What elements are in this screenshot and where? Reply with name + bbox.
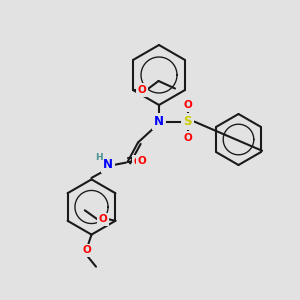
Text: O: O (134, 157, 142, 167)
Text: S: S (183, 115, 192, 128)
Text: O: O (82, 245, 91, 255)
Text: H: H (95, 153, 103, 162)
Text: O: O (98, 214, 107, 224)
Text: N: N (154, 115, 164, 128)
Text: O: O (137, 155, 146, 166)
Text: N: N (103, 158, 113, 172)
Text: O: O (183, 100, 192, 110)
Text: O: O (138, 85, 146, 95)
Text: O: O (183, 133, 192, 143)
